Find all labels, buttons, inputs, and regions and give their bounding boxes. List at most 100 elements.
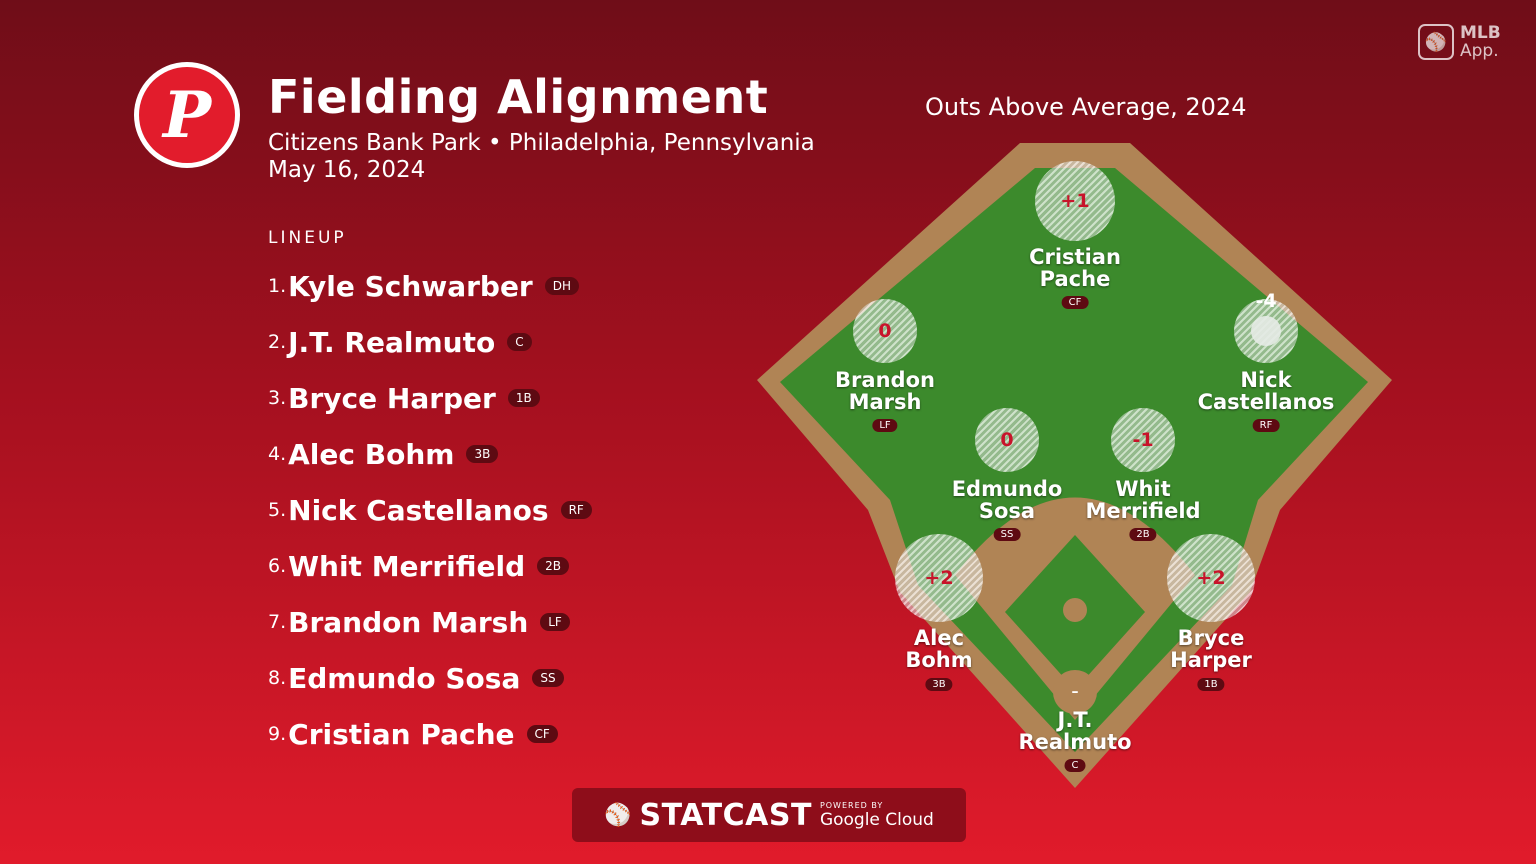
- lineup-row: 3. Bryce Harper 1B: [268, 370, 628, 426]
- fielder-label-1b: Bryce Harper: [1170, 627, 1252, 671]
- position-badge: LF: [540, 613, 570, 631]
- position-badge: CF: [526, 725, 558, 743]
- lineup-list: 1. Kyle Schwarber DH 2. J.T. Realmuto C …: [268, 258, 628, 762]
- mlb-app-badge: ⚾ MLB App.: [1418, 24, 1501, 60]
- oaa-marker-ss: 0: [975, 408, 1039, 472]
- lineup-row: 4. Alec Bohm 3B: [268, 426, 628, 482]
- position-badge: C: [507, 333, 532, 351]
- oaa-marker-3b: +2: [895, 534, 983, 622]
- lineup-player-name: Nick Castellanos: [288, 493, 549, 527]
- lineup-player-name: Alec Bohm: [288, 437, 455, 471]
- lineup-number: 9.: [268, 723, 287, 745]
- position-badge: 3B: [466, 445, 499, 463]
- oaa-marker-cf: +1: [1035, 161, 1115, 241]
- lineup-row: 2. J.T. Realmuto C: [268, 314, 628, 370]
- oaa-marker-lf: 0: [853, 299, 917, 363]
- fielder-first-name: J.T.: [1057, 708, 1093, 732]
- fielder-position-badge: CF: [1061, 296, 1089, 309]
- oaa-marker-2b: -1: [1111, 408, 1175, 472]
- lineup-player-name: Edmundo Sosa: [288, 661, 521, 695]
- lineup-number: 4.: [268, 443, 287, 465]
- position-badge: RF: [560, 501, 592, 519]
- fielder-first-name: Alec: [913, 626, 965, 650]
- fielder-label-2b: Whit Merrifield: [1085, 478, 1200, 522]
- powered-by-label: POWERED BY: [819, 800, 884, 810]
- fielder-label-c: J.T. Realmuto: [1018, 709, 1131, 753]
- fielder-position-badge: SS: [993, 528, 1021, 541]
- lineup-player-name: Whit Merrifield: [288, 549, 526, 583]
- fielder-first-name: Whit: [1115, 477, 1171, 501]
- fielder-label-lf: Brandon Marsh: [835, 369, 935, 413]
- outfield-grass: [780, 168, 1368, 752]
- lineup-player-name: Bryce Harper: [288, 381, 496, 415]
- position-badge: 1B: [507, 389, 540, 407]
- fielder-position-badge: LF: [872, 419, 898, 432]
- statcast-footer: ⚾ STATCAST POWERED BY Google Cloud: [572, 788, 966, 842]
- lineup-number: 2.: [268, 331, 287, 353]
- oaa-value: 0: [1000, 429, 1014, 451]
- lineup-row: 9. Cristian Pache CF: [268, 706, 628, 762]
- fielder-position-badge: 2B: [1129, 528, 1157, 541]
- fielder-first-name: Nick: [1240, 368, 1292, 392]
- fielder-last-name: Harper: [1170, 648, 1252, 672]
- oaa-marker-rf: [1234, 299, 1298, 363]
- lineup-row: 8. Edmundo Sosa SS: [268, 650, 628, 706]
- fielder-label-3b: Alec Bohm: [905, 627, 972, 671]
- lineup-number: 7.: [268, 611, 287, 633]
- oaa-value: 0: [878, 320, 892, 342]
- lineup-player-name: Cristian Pache: [288, 717, 515, 751]
- lineup-number: 3.: [268, 387, 287, 409]
- oaa-marker-1b: +2: [1167, 534, 1255, 622]
- statcast-wordmark: STATCAST: [639, 797, 812, 833]
- fielder-last-name: Pache: [1039, 267, 1111, 291]
- lineup-number: 5.: [268, 499, 287, 521]
- phillies-logo: P: [134, 62, 240, 168]
- chart-title: Outs Above Average, 2024: [925, 93, 1247, 121]
- oaa-value: -4: [1255, 290, 1277, 312]
- fielder-position-badge: 1B: [1197, 678, 1225, 691]
- fielder-last-name: Castellanos: [1197, 390, 1335, 414]
- fielder-last-name: Merrifield: [1085, 499, 1201, 523]
- google-cloud-logo: Google Cloud: [819, 809, 934, 830]
- mlb-app-line2: App.: [1460, 41, 1499, 61]
- fielder-label-cf: Cristian Pache: [1029, 246, 1121, 290]
- phillies-logo-letter: P: [139, 67, 235, 163]
- fielder-first-name: Brandon: [835, 368, 935, 392]
- home-plate-circle: [1053, 670, 1097, 714]
- fielder-last-name: Marsh: [848, 390, 922, 414]
- oaa-value: -1: [1132, 429, 1154, 451]
- fielder-last-name: Bohm: [905, 648, 973, 672]
- fielder-first-name: Cristian: [1029, 245, 1121, 269]
- lineup-row: 6. Whit Merrifield 2B: [268, 538, 628, 594]
- oaa-value: +2: [924, 567, 954, 589]
- game-date: May 16, 2024: [268, 157, 426, 183]
- fielder-label-rf: Nick Castellanos: [1198, 369, 1335, 413]
- powered-by-block: POWERED BY Google Cloud: [820, 801, 934, 830]
- lineup-player-name: Brandon Marsh: [288, 605, 529, 639]
- fielder-position-badge: RF: [1252, 419, 1280, 432]
- fielder-first-name: Edmundo: [951, 477, 1063, 501]
- fielder-position-badge: 3B: [925, 678, 953, 691]
- oaa-inner-dot: [1251, 316, 1281, 346]
- page-title: Fielding Alignment: [268, 70, 769, 124]
- fielder-last-name: Realmuto: [1018, 730, 1132, 754]
- mlb-app-line1: MLB: [1460, 23, 1501, 43]
- lineup-number: 6.: [268, 555, 287, 577]
- lineup-row: 7. Brandon Marsh LF: [268, 594, 628, 650]
- statcast-batter-icon: ⚾: [604, 802, 632, 828]
- fielder-last-name: Sosa: [978, 499, 1036, 523]
- fielder-label-ss: Edmundo Sosa: [952, 478, 1063, 522]
- oaa-value: –: [1071, 684, 1079, 700]
- oaa-value: +2: [1196, 567, 1226, 589]
- mlb-app-text: MLB App.: [1460, 24, 1501, 60]
- lineup-heading: LINEUP: [268, 228, 347, 248]
- lineup-number: 8.: [268, 667, 287, 689]
- lineup-player-name: J.T. Realmuto: [288, 325, 496, 359]
- mlb-logo-icon: ⚾: [1418, 24, 1454, 60]
- fielder-position-badge: C: [1064, 759, 1086, 772]
- position-badge: 2B: [537, 557, 570, 575]
- pitchers-mound: [1063, 598, 1087, 622]
- lineup-row: 1. Kyle Schwarber DH: [268, 258, 628, 314]
- fielder-first-name: Bryce: [1177, 626, 1245, 650]
